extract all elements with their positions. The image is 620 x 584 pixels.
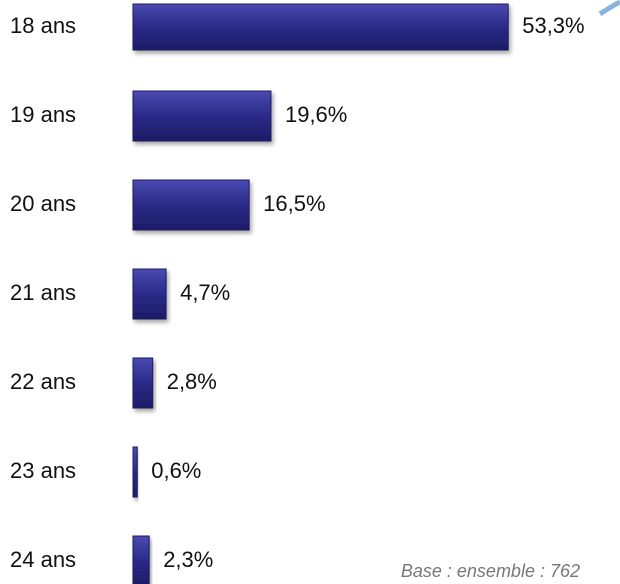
bar [132,179,250,231]
bar [132,3,509,51]
value-label: 16,5% [263,191,325,216]
bar [132,535,150,584]
annotation: Base : ensemble : 762 [401,561,580,581]
category-label: 18 ans [10,13,76,38]
bar [132,268,167,320]
value-label: 2,3% [163,547,213,572]
value-label: 2,8% [167,369,217,394]
bar [132,357,154,409]
category-label: 23 ans [10,458,76,483]
category-label: 21 ans [10,280,76,305]
category-label: 22 ans [10,369,76,394]
category-label: 20 ans [10,191,76,216]
bar [132,90,272,142]
decoration [598,0,620,17]
category-label: 24 ans [10,547,76,572]
category-label: 19 ans [10,102,76,127]
value-label: 53,3% [522,13,584,38]
bar [132,446,138,498]
value-label: 19,6% [285,102,347,127]
value-label: 4,7% [180,280,230,305]
value-label: 0,6% [151,458,201,483]
